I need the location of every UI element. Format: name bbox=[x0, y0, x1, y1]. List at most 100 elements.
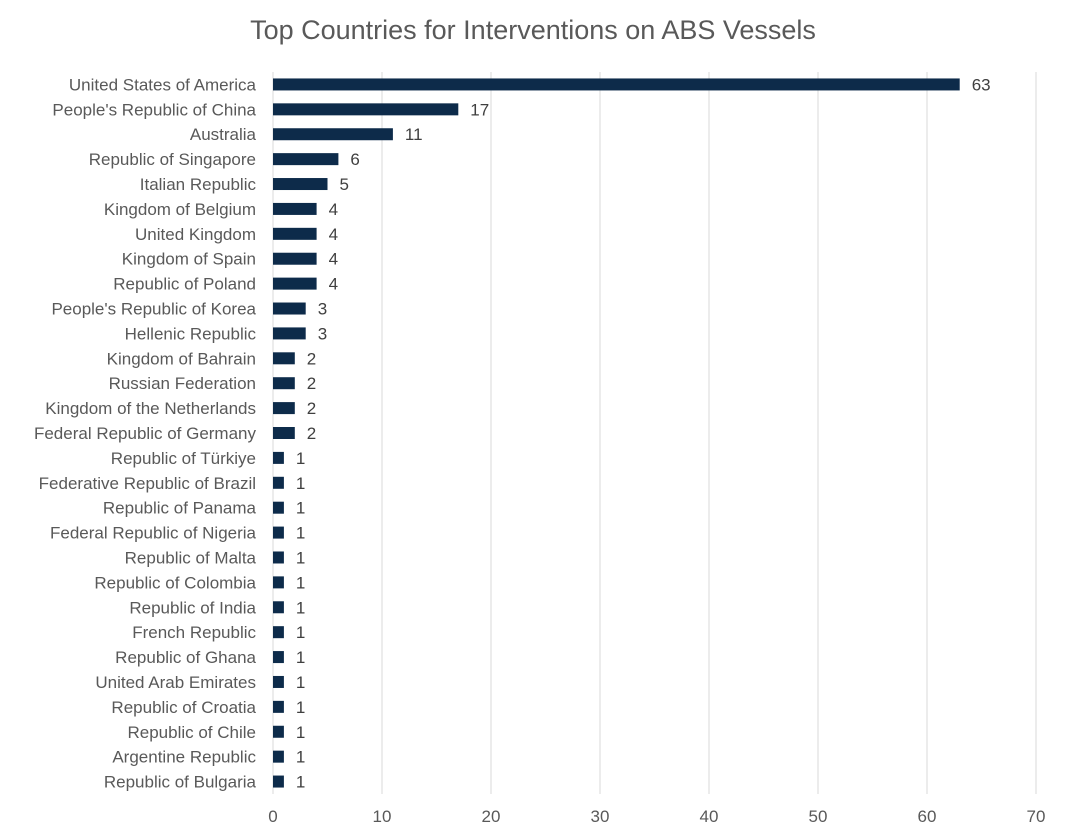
data-label: 1 bbox=[296, 648, 305, 667]
category-label: Kingdom of Bahrain bbox=[107, 349, 256, 368]
bar bbox=[273, 725, 284, 738]
bar bbox=[273, 252, 317, 265]
category-label: People's Republic of China bbox=[52, 100, 256, 119]
bar bbox=[273, 700, 284, 713]
category-label: Federal Republic of Nigeria bbox=[50, 524, 257, 543]
bar bbox=[273, 675, 284, 688]
data-label: 1 bbox=[296, 474, 305, 493]
data-label: 2 bbox=[307, 424, 316, 443]
data-label: 4 bbox=[329, 225, 338, 244]
category-label: Republic of Ghana bbox=[115, 648, 256, 667]
category-label: Russian Federation bbox=[109, 374, 256, 393]
category-label: Republic of Bulgaria bbox=[104, 773, 257, 792]
category-label: Argentine Republic bbox=[112, 748, 256, 767]
bar bbox=[273, 178, 328, 191]
bar bbox=[273, 750, 284, 763]
bar bbox=[273, 377, 295, 390]
data-label: 1 bbox=[296, 524, 305, 543]
category-label: Republic of Chile bbox=[127, 723, 256, 742]
category-label: Kingdom of the Netherlands bbox=[45, 399, 256, 418]
data-label: 3 bbox=[318, 300, 327, 319]
data-label: 1 bbox=[296, 598, 305, 617]
bar bbox=[273, 78, 960, 91]
data-label: 1 bbox=[296, 548, 305, 567]
data-label: 1 bbox=[296, 499, 305, 518]
bars bbox=[273, 78, 960, 788]
data-label: 6 bbox=[350, 150, 359, 169]
bar bbox=[273, 352, 295, 365]
x-tick-label: 50 bbox=[809, 807, 828, 826]
category-label: Federative Republic of Brazil bbox=[39, 474, 256, 493]
x-tick-label: 60 bbox=[918, 807, 937, 826]
category-label: Kingdom of Belgium bbox=[104, 200, 256, 219]
bar bbox=[273, 277, 317, 290]
bar bbox=[273, 327, 306, 340]
category-labels: United States of America People's Republi… bbox=[34, 75, 257, 791]
bar bbox=[273, 775, 284, 788]
data-label: 3 bbox=[318, 324, 327, 343]
x-tick-label: 40 bbox=[700, 807, 719, 826]
chart-title: Top Countries for Interventions on ABS V… bbox=[250, 15, 816, 45]
category-label: United States of America bbox=[69, 75, 257, 94]
category-label: Republic of Colombia bbox=[94, 573, 256, 592]
bar bbox=[273, 302, 306, 315]
data-label: 4 bbox=[329, 200, 338, 219]
x-tick-label: 30 bbox=[591, 807, 610, 826]
bar bbox=[273, 551, 284, 564]
data-label: 1 bbox=[296, 673, 305, 692]
x-tick-label: 0 bbox=[268, 807, 277, 826]
category-label: Italian Republic bbox=[140, 175, 257, 194]
bar bbox=[273, 501, 284, 514]
bar bbox=[273, 576, 284, 589]
bar bbox=[273, 451, 284, 464]
data-label: 1 bbox=[296, 449, 305, 468]
bar bbox=[273, 601, 284, 614]
data-label: 1 bbox=[296, 573, 305, 592]
data-label: 4 bbox=[329, 250, 338, 269]
bar bbox=[273, 103, 459, 116]
category-label: Republic of Poland bbox=[113, 275, 256, 294]
data-label: 4 bbox=[329, 275, 338, 294]
x-tick-label: 20 bbox=[482, 807, 501, 826]
data-label: 1 bbox=[296, 773, 305, 792]
bar bbox=[273, 476, 284, 489]
data-label: 2 bbox=[307, 399, 316, 418]
category-label: Republic of Croatia bbox=[111, 698, 256, 717]
data-label: 17 bbox=[470, 100, 489, 119]
data-label: 63 bbox=[972, 75, 991, 94]
category-label: French Republic bbox=[132, 623, 256, 642]
x-tick-label: 10 bbox=[373, 807, 392, 826]
category-label: Republic of Panama bbox=[103, 499, 257, 518]
data-label: 2 bbox=[307, 374, 316, 393]
category-label: United Kingdom bbox=[135, 225, 256, 244]
category-label: United Arab Emirates bbox=[95, 673, 256, 692]
bar bbox=[273, 227, 317, 240]
data-label: 1 bbox=[296, 748, 305, 767]
bar bbox=[273, 427, 295, 439]
x-tick-label: 70 bbox=[1027, 807, 1046, 826]
data-label: 1 bbox=[296, 723, 305, 742]
data-label: 5 bbox=[340, 175, 349, 194]
category-label: Australia bbox=[190, 125, 257, 144]
bar bbox=[273, 526, 284, 539]
category-label: Republic of Malta bbox=[125, 548, 257, 567]
bar bbox=[273, 626, 284, 639]
data-label: 11 bbox=[405, 125, 423, 144]
bar bbox=[273, 153, 339, 166]
bar bbox=[273, 651, 284, 664]
category-label: Federal Republic of Germany bbox=[34, 424, 257, 443]
category-label: Republic of Türkiye bbox=[111, 449, 256, 468]
category-label: Republic of India bbox=[129, 598, 256, 617]
x-axis-ticks: 0 10 20 30 40 50 60 70 bbox=[268, 807, 1045, 826]
data-label: 2 bbox=[307, 349, 316, 368]
category-label: Kingdom of Spain bbox=[122, 250, 256, 269]
bar bbox=[273, 402, 295, 415]
category-label: Republic of Singapore bbox=[89, 150, 256, 169]
category-label: Hellenic Republic bbox=[125, 324, 257, 343]
bar bbox=[273, 128, 393, 141]
bar bbox=[273, 202, 317, 215]
gridlines bbox=[272, 72, 1037, 794]
data-label: 1 bbox=[296, 623, 305, 642]
data-label: 1 bbox=[296, 698, 305, 717]
